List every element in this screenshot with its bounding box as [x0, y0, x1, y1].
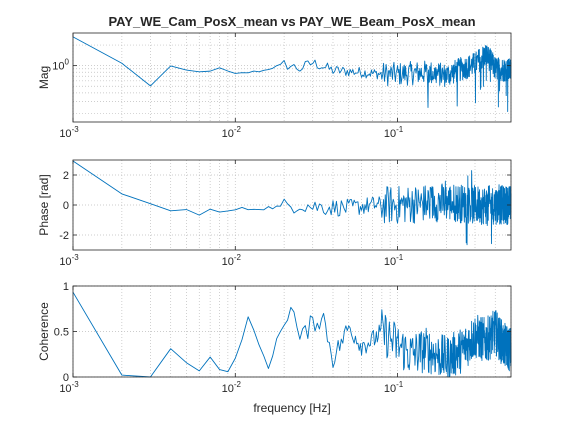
magnitude-plot-area — [73, 33, 511, 122]
magnitude-xtick-label: 10-1 — [384, 125, 404, 140]
coherence-ytick-label: 0 — [63, 372, 69, 384]
phase-xtick-label: 10-1 — [384, 253, 404, 268]
magnitude-xtick-label: 10-3 — [59, 125, 79, 140]
magnitude-series-line — [72, 36, 512, 112]
x-axis-label: frequency [Hz] — [253, 401, 330, 415]
phase-panel: 10-3 10-2 10-1 2 0 -2 Phase [rad] — [37, 159, 512, 268]
coherence-panel: 10-3 10-2 10-1 1 0.5 0 Coherence — [37, 281, 512, 395]
phase-grid — [72, 160, 512, 250]
phase-xtick-label: 10-2 — [222, 253, 242, 268]
phase-ytick-label: -2 — [59, 230, 69, 242]
coherence-ylabel: Coherence — [37, 302, 51, 361]
coherence-xtick-label: 10-3 — [59, 380, 79, 395]
magnitude-ylabel: Mag — [37, 66, 51, 89]
coherence-xtick-label: 10-1 — [384, 380, 404, 395]
coherence-series-line — [72, 291, 512, 378]
phase-ytick-label: 0 — [63, 200, 69, 212]
coherence-ytick-label: 1 — [63, 281, 69, 293]
magnitude-axes-box — [72, 32, 512, 123]
coherence-xtick-label: 10-2 — [222, 380, 242, 395]
figure-title: PAY_WE_Cam_PosX_mean vs PAY_WE_Beam_PosX… — [108, 14, 475, 29]
magnitude-ytick-label: 100 — [52, 58, 69, 73]
phase-xtick-label: 10-3 — [59, 253, 79, 268]
phase-ytick-label: 2 — [63, 170, 69, 182]
phase-ylabel: Phase [rad] — [37, 174, 51, 235]
phase-series-line — [72, 160, 512, 246]
coherence-ytick-label: 0.5 — [54, 327, 69, 339]
magnitude-xtick-label: 10-2 — [222, 125, 242, 140]
